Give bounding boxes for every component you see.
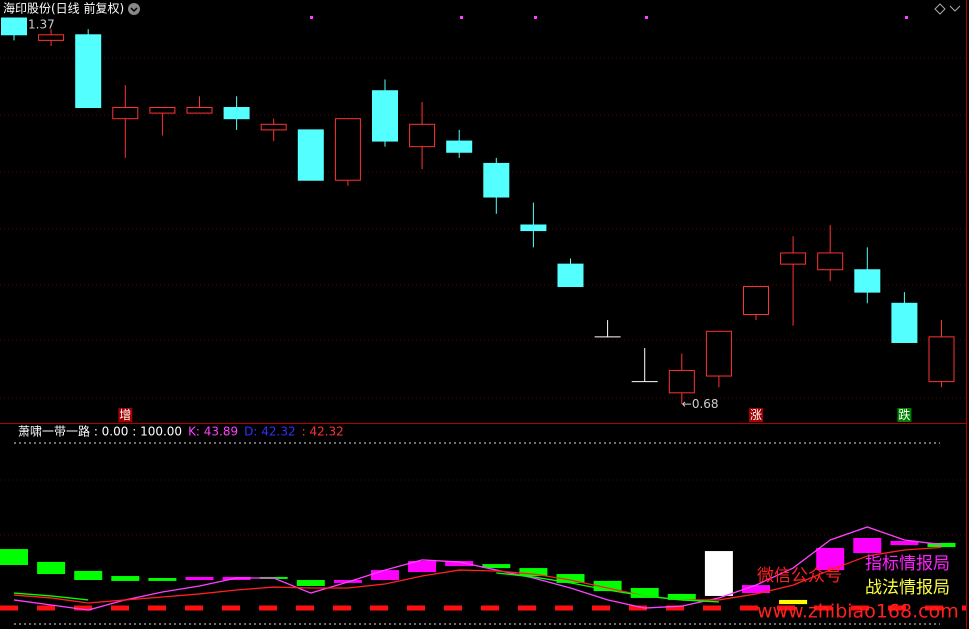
- high-label: 1.37: [28, 18, 55, 32]
- menu-icon[interactable]: [128, 3, 140, 15]
- signal-label: 跌: [898, 407, 910, 422]
- candle-body: [817, 252, 844, 271]
- watermark-line: 战法情报局: [865, 578, 950, 598]
- signal-label: 涨: [750, 407, 762, 422]
- indicator-block: [445, 561, 474, 567]
- indicator-block: [667, 593, 696, 600]
- dot: [905, 16, 908, 19]
- candle-body: [409, 123, 436, 148]
- signal-badge: [749, 408, 763, 422]
- header-item: : 42.32: [302, 425, 344, 439]
- indicator-block: [927, 542, 956, 548]
- indicator-line: [13, 546, 942, 604]
- watermark-wechat: 微信公众号: [757, 566, 842, 586]
- signal-label: 增: [119, 408, 131, 422]
- candle-body: [557, 263, 584, 288]
- indicator-block: [630, 587, 659, 598]
- signal-badge: [897, 408, 912, 422]
- indicator-block: [37, 561, 66, 575]
- candle-body: [112, 107, 139, 120]
- indicator-block: [148, 578, 177, 581]
- menu-chevron: [130, 7, 138, 13]
- candle-body: [854, 269, 881, 293]
- header-item: K: 43.89: [188, 425, 238, 439]
- indicator-block: [111, 576, 140, 581]
- candle-body: [1, 17, 27, 36]
- dot: [460, 16, 463, 19]
- candle-body: [38, 34, 65, 41]
- candle-body: [446, 140, 473, 153]
- indicator-block: [74, 570, 103, 581]
- watermark-url: www.zhibiao168.com: [757, 601, 959, 623]
- indicator-block: [593, 580, 622, 592]
- collapse-icon[interactable]: [949, 5, 961, 12]
- indicator-block: [779, 599, 808, 605]
- indicator-block: [890, 540, 919, 546]
- indicator-block: [371, 570, 399, 581]
- indicator-header: 萧啸一带一路 : 0.00 : 100.00 K: 43.89 D: 42.32 : …: [18, 424, 344, 439]
- indicator-block: [816, 547, 845, 571]
- indicator-block: [704, 551, 733, 596]
- dot: [645, 16, 648, 19]
- indicator-line: [13, 526, 942, 611]
- indicator-block: [853, 538, 882, 554]
- candle-body: [297, 129, 324, 181]
- dot: [310, 16, 313, 19]
- indicator-block: [296, 580, 325, 586]
- candle-body: [372, 90, 398, 142]
- candle-body: [483, 162, 510, 198]
- candle-body: [780, 252, 807, 265]
- chart-title: 海印股份(日线 前复权): [3, 1, 124, 16]
- candle-body: [520, 224, 547, 232]
- candle-body: [668, 369, 695, 394]
- candle-body: [149, 107, 176, 114]
- indicator-block: [556, 574, 585, 583]
- candle-body: [928, 336, 955, 383]
- indicator-line: [496, 572, 719, 603]
- header-item: D: 42.32: [244, 425, 295, 439]
- indicator-block: [519, 568, 548, 577]
- candle-body: [75, 34, 102, 109]
- candle-body: [743, 286, 769, 315]
- candle-body: [223, 107, 250, 120]
- watermark-line: 指标情报局: [865, 554, 950, 574]
- grid: [0, 57, 966, 536]
- watermark: 微信公众号 指标情报局 战法情报局 www.zhibiao168.com: [757, 554, 959, 623]
- candle-body: [891, 302, 918, 343]
- top-dots: [310, 16, 908, 19]
- header-item: 萧啸一带一路 : 0.00 : 100.00: [18, 424, 182, 439]
- candle-body: [260, 123, 287, 131]
- indicator-block: [185, 576, 214, 581]
- indicator-line: [13, 592, 89, 601]
- candle-body: [705, 330, 732, 377]
- candle-body: [334, 118, 361, 181]
- indicator-block: [482, 564, 511, 569]
- indicator-block: [0, 549, 28, 565]
- indicator-block: [408, 561, 437, 573]
- low-label: ←0.68: [682, 397, 719, 411]
- candle-body: [186, 107, 213, 114]
- dot: [534, 16, 537, 19]
- signal-badge: [118, 408, 133, 422]
- diamond-icon[interactable]: [934, 3, 946, 15]
- indicator-block: [742, 585, 770, 594]
